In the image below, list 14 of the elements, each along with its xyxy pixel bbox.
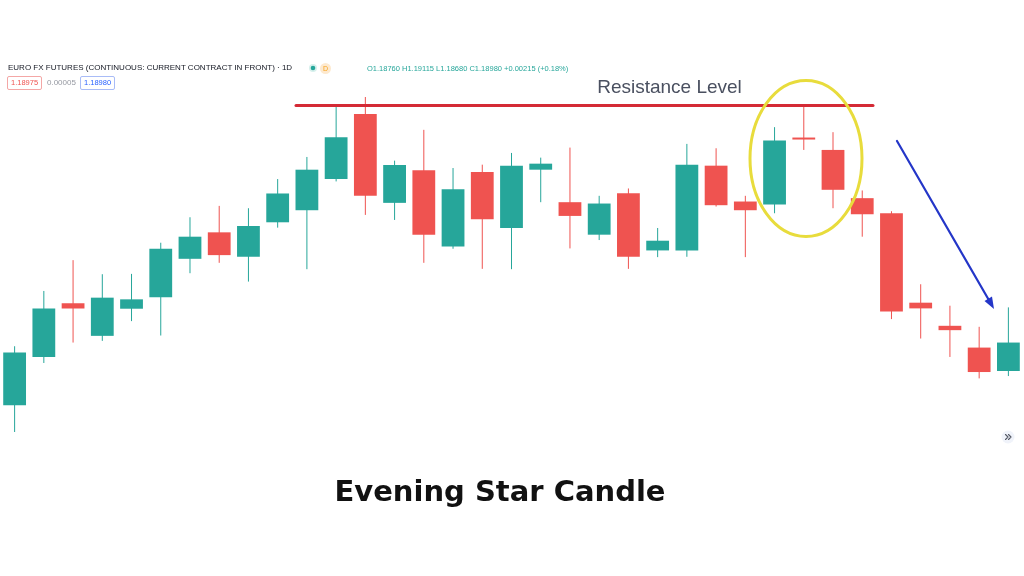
candlestick: [120, 273, 143, 322]
candlestick: [733, 195, 757, 258]
candlestick: [178, 216, 202, 274]
candlestick: [850, 189, 874, 238]
candlestick: [61, 259, 85, 344]
candlestick: [207, 205, 231, 264]
text: Evening Star Candle: [333, 474, 667, 508]
ref-line-label: Resistance Level: [597, 76, 742, 98]
chart-subtitle: EURO FX FUTURES (CONTINUOUS: CURRENT CONTRACT IN FRONT) · 1D: [8, 63, 293, 72]
candlestick: [792, 104, 816, 151]
candlestick: [558, 147, 582, 249]
candlestick: [529, 157, 553, 203]
text: 0.00005: [47, 78, 76, 87]
candlestick: [646, 227, 670, 258]
